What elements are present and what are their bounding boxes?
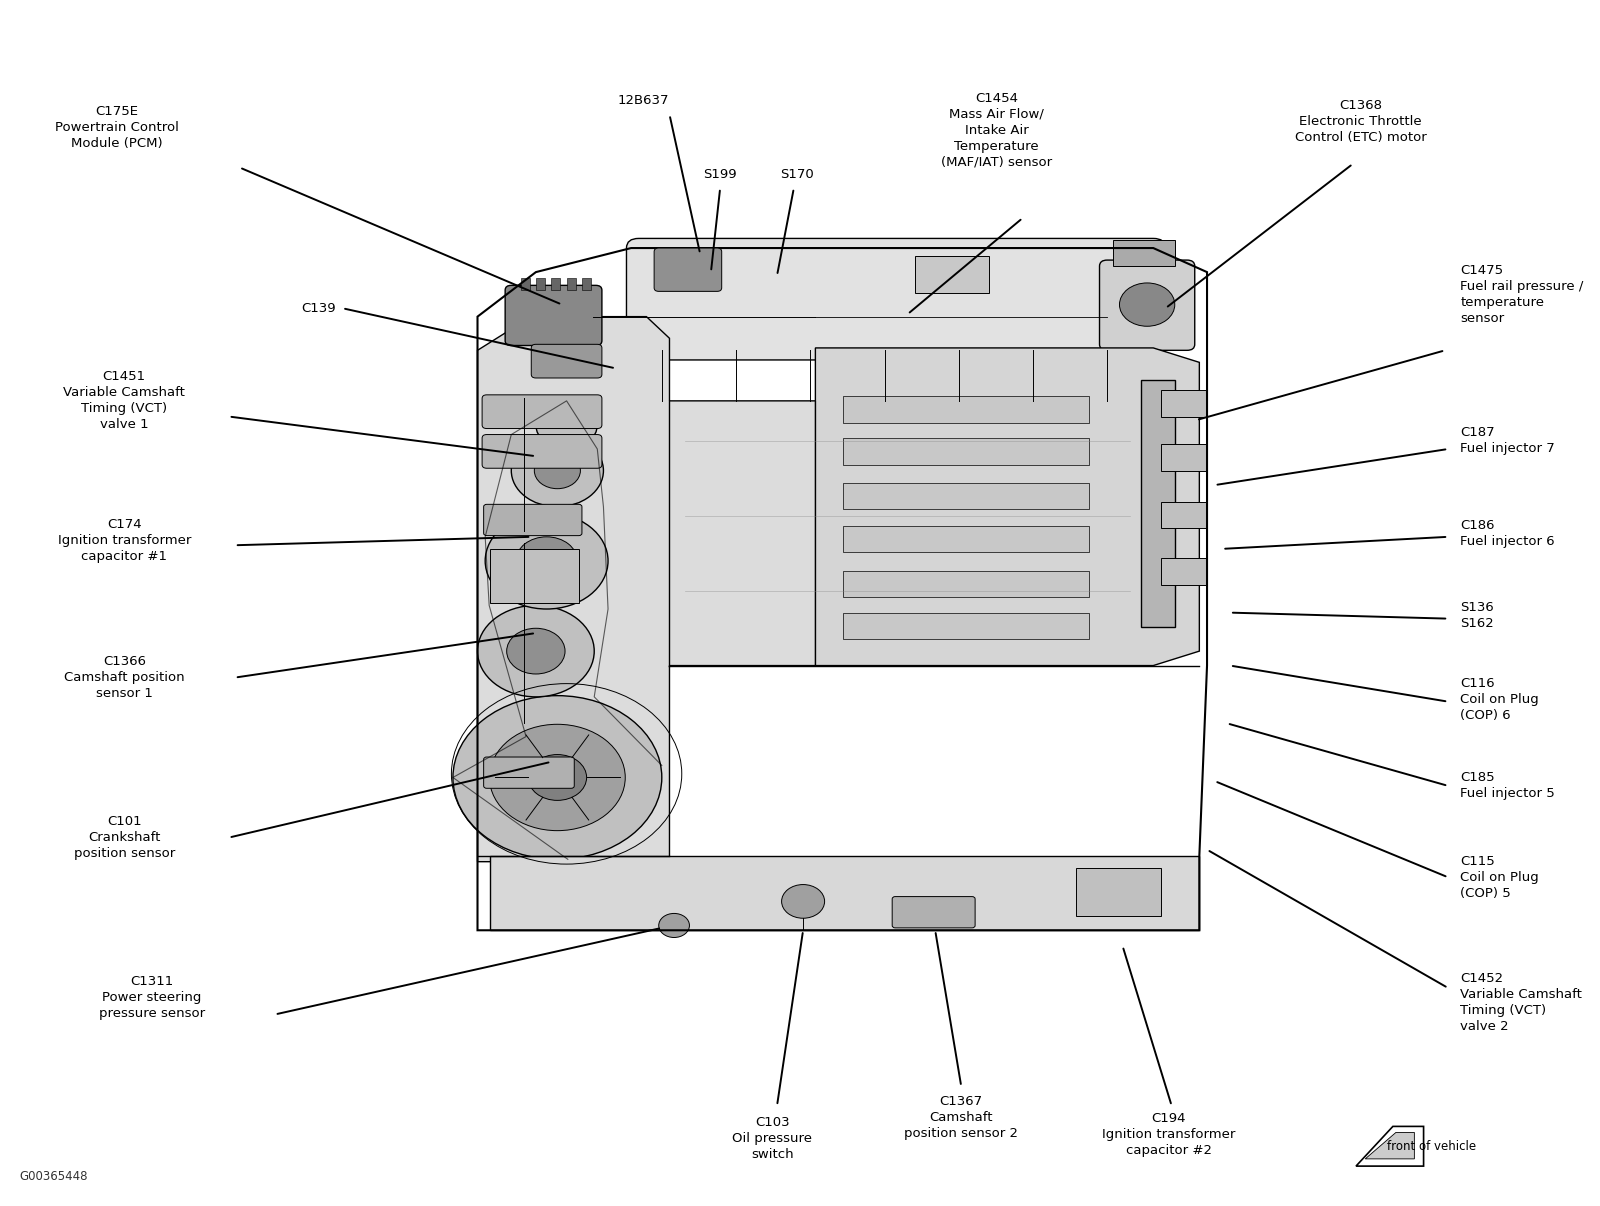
Circle shape	[515, 537, 578, 585]
Circle shape	[490, 725, 626, 831]
Circle shape	[534, 452, 581, 488]
Bar	[520, 279, 530, 291]
Circle shape	[781, 884, 824, 918]
Text: C175E
Powertrain Control
Module (PCM): C175E Powertrain Control Module (PCM)	[54, 105, 179, 151]
Text: C1368
Electronic Throttle
Control (ETC) motor: C1368 Electronic Throttle Control (ETC) …	[1294, 99, 1427, 145]
Circle shape	[512, 434, 603, 507]
FancyBboxPatch shape	[627, 239, 1165, 359]
Bar	[490, 549, 579, 603]
Text: C115
Coil on Plug
(COP) 5: C115 Coil on Plug (COP) 5	[1461, 855, 1539, 900]
Bar	[552, 279, 560, 291]
Bar	[843, 570, 1088, 597]
Text: C174
Ignition transformer
capacitor #1: C174 Ignition transformer capacitor #1	[58, 517, 190, 563]
Bar	[1162, 444, 1206, 470]
Text: G00365448: G00365448	[19, 1170, 88, 1183]
Text: C1452
Variable Camshaft
Timing (VCT)
valve 2: C1452 Variable Camshaft Timing (VCT) val…	[1461, 972, 1582, 1034]
Polygon shape	[477, 317, 816, 862]
Polygon shape	[816, 347, 1200, 666]
Bar	[582, 279, 590, 291]
Polygon shape	[1365, 1132, 1414, 1159]
Bar	[1162, 558, 1206, 585]
Text: C1367
Camshaft
position sensor 2: C1367 Camshaft position sensor 2	[904, 1095, 1018, 1141]
Polygon shape	[490, 856, 1200, 930]
Circle shape	[1120, 283, 1174, 327]
Text: 12B637: 12B637	[618, 94, 669, 106]
Text: S170: S170	[781, 168, 814, 181]
Text: C139: C139	[301, 302, 336, 315]
FancyBboxPatch shape	[531, 344, 602, 377]
Bar	[566, 279, 576, 291]
Circle shape	[507, 628, 565, 674]
Circle shape	[485, 513, 608, 609]
Circle shape	[477, 605, 594, 697]
FancyBboxPatch shape	[1099, 260, 1195, 350]
FancyBboxPatch shape	[483, 757, 574, 789]
Bar	[843, 396, 1088, 422]
FancyBboxPatch shape	[482, 434, 602, 468]
FancyBboxPatch shape	[482, 394, 602, 428]
Circle shape	[528, 755, 587, 801]
FancyBboxPatch shape	[893, 896, 974, 927]
Bar	[915, 257, 989, 293]
Bar	[1162, 502, 1206, 528]
Bar	[843, 613, 1088, 639]
FancyBboxPatch shape	[506, 286, 602, 345]
Bar	[536, 279, 546, 291]
Circle shape	[659, 913, 690, 937]
Text: front of vehicle: front of vehicle	[1387, 1141, 1475, 1153]
Text: C101
Crankshaft
position sensor: C101 Crankshaft position sensor	[74, 815, 174, 860]
Text: C1451
Variable Camshaft
Timing (VCT)
valve 1: C1451 Variable Camshaft Timing (VCT) val…	[64, 370, 186, 432]
Text: C187
Fuel injector 7: C187 Fuel injector 7	[1461, 426, 1555, 455]
Text: C186
Fuel injector 6: C186 Fuel injector 6	[1461, 519, 1555, 548]
Bar	[843, 526, 1088, 552]
Bar	[1162, 390, 1206, 416]
Text: S199: S199	[704, 168, 738, 181]
Text: C185
Fuel injector 5: C185 Fuel injector 5	[1461, 772, 1555, 801]
Bar	[1141, 380, 1174, 627]
FancyBboxPatch shape	[483, 504, 582, 535]
Text: C1475
Fuel rail pressure /
temperature
sensor: C1475 Fuel rail pressure / temperature s…	[1461, 264, 1584, 326]
Text: C1454
Mass Air Flow/
Intake Air
Temperature
(MAF/IAT) sensor: C1454 Mass Air Flow/ Intake Air Temperat…	[941, 92, 1053, 169]
Bar	[843, 482, 1088, 509]
Text: C194
Ignition transformer
capacitor #2: C194 Ignition transformer capacitor #2	[1102, 1112, 1235, 1158]
Text: C1311
Power steering
pressure sensor: C1311 Power steering pressure sensor	[99, 976, 205, 1020]
Text: S136
S162: S136 S162	[1461, 601, 1494, 630]
Text: C1366
Camshaft position
sensor 1: C1366 Camshaft position sensor 1	[64, 655, 184, 701]
Circle shape	[536, 400, 597, 449]
Bar	[843, 438, 1088, 464]
Bar	[1114, 240, 1174, 267]
Circle shape	[453, 696, 662, 860]
Text: C103
Oil pressure
switch: C103 Oil pressure switch	[733, 1116, 813, 1161]
Text: C116
Coil on Plug
(COP) 6: C116 Coil on Plug (COP) 6	[1461, 677, 1539, 721]
Bar	[1077, 867, 1162, 915]
FancyBboxPatch shape	[654, 248, 722, 292]
